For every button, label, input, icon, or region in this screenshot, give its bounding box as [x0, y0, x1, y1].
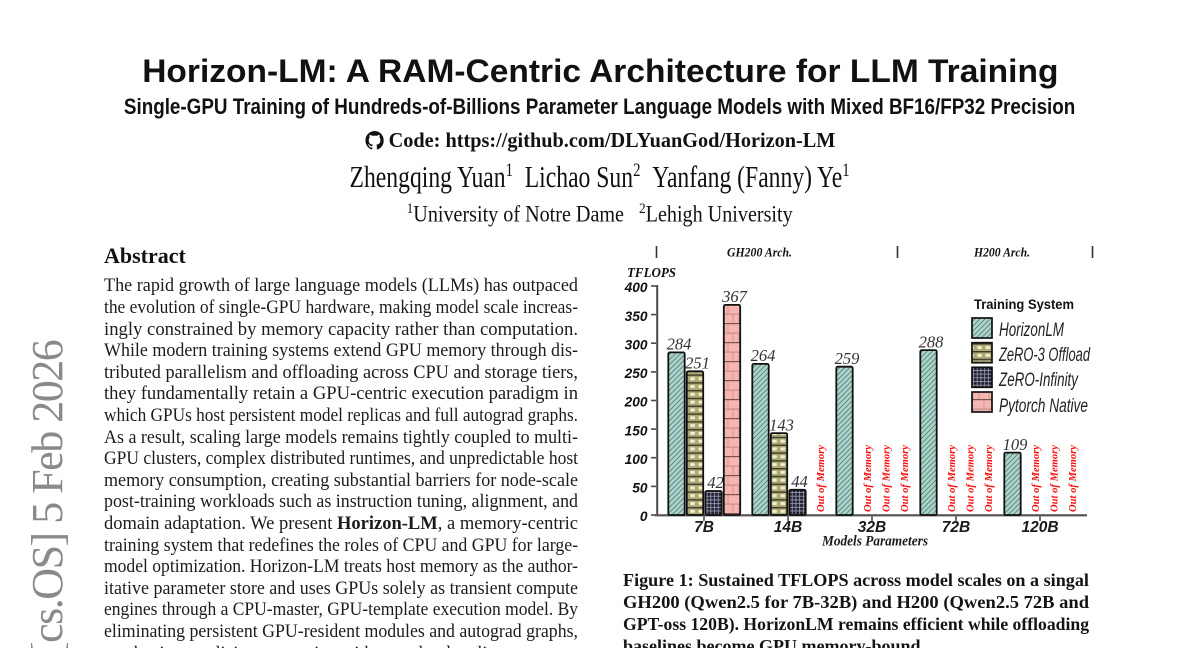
svg-text:Out of Memory: Out of Memory [882, 445, 893, 512]
svg-text:Out of Memory: Out of Memory [900, 445, 911, 512]
svg-text:250: 250 [624, 366, 648, 381]
svg-text:50: 50 [632, 481, 648, 496]
svg-text:ZeRO-3 Offload: ZeRO-3 Offload [998, 345, 1091, 366]
svg-text:Training System: Training System [974, 296, 1074, 312]
svg-text:143: 143 [769, 415, 794, 434]
svg-text:32B: 32B [858, 519, 886, 536]
svg-text:Pytorch Native: Pytorch Native [999, 396, 1088, 417]
svg-text:0: 0 [640, 509, 648, 524]
svg-text:42: 42 [707, 473, 724, 492]
svg-text:200: 200 [624, 395, 648, 410]
svg-text:72B: 72B [942, 519, 970, 536]
svg-text:400: 400 [624, 280, 648, 295]
svg-text:Out of Memory: Out of Memory [966, 445, 977, 512]
svg-text:GH200 Arch.: GH200 Arch. [727, 245, 792, 260]
svg-text:HorizonLM: HorizonLM [999, 320, 1064, 341]
svg-text:288: 288 [919, 332, 945, 351]
svg-text:Models Parameters: Models Parameters [821, 534, 928, 550]
svg-text:ZeRO-Infinity: ZeRO-Infinity [998, 370, 1079, 391]
svg-text:284: 284 [667, 335, 692, 354]
svg-text:264: 264 [751, 346, 776, 365]
svg-text:Out of Memory: Out of Memory [863, 445, 874, 512]
svg-text:7B: 7B [694, 519, 714, 536]
svg-text:109: 109 [1003, 435, 1028, 454]
svg-text:44: 44 [791, 472, 808, 491]
svg-text:Out of Memory: Out of Memory [1068, 445, 1079, 512]
svg-text:Out of Memory: Out of Memory [816, 445, 827, 512]
svg-text:350: 350 [625, 309, 648, 324]
svg-text:367: 367 [721, 287, 748, 306]
svg-text:100: 100 [625, 452, 648, 467]
svg-text:Out of Memory: Out of Memory [984, 445, 995, 512]
svg-text:150: 150 [625, 423, 648, 438]
svg-text:259: 259 [835, 349, 860, 368]
svg-text:Out of Memory: Out of Memory [947, 445, 958, 512]
svg-text:120B: 120B [1021, 519, 1058, 536]
svg-text:Out of Memory: Out of Memory [1031, 445, 1042, 512]
svg-text:TFLOPS: TFLOPS [627, 265, 676, 280]
svg-text:251: 251 [685, 354, 710, 373]
svg-text:H200 Arch.: H200 Arch. [973, 245, 1030, 260]
svg-text:Out of Memory: Out of Memory [1050, 445, 1061, 512]
svg-text:14B: 14B [774, 519, 802, 536]
svg-text:300: 300 [625, 337, 648, 352]
